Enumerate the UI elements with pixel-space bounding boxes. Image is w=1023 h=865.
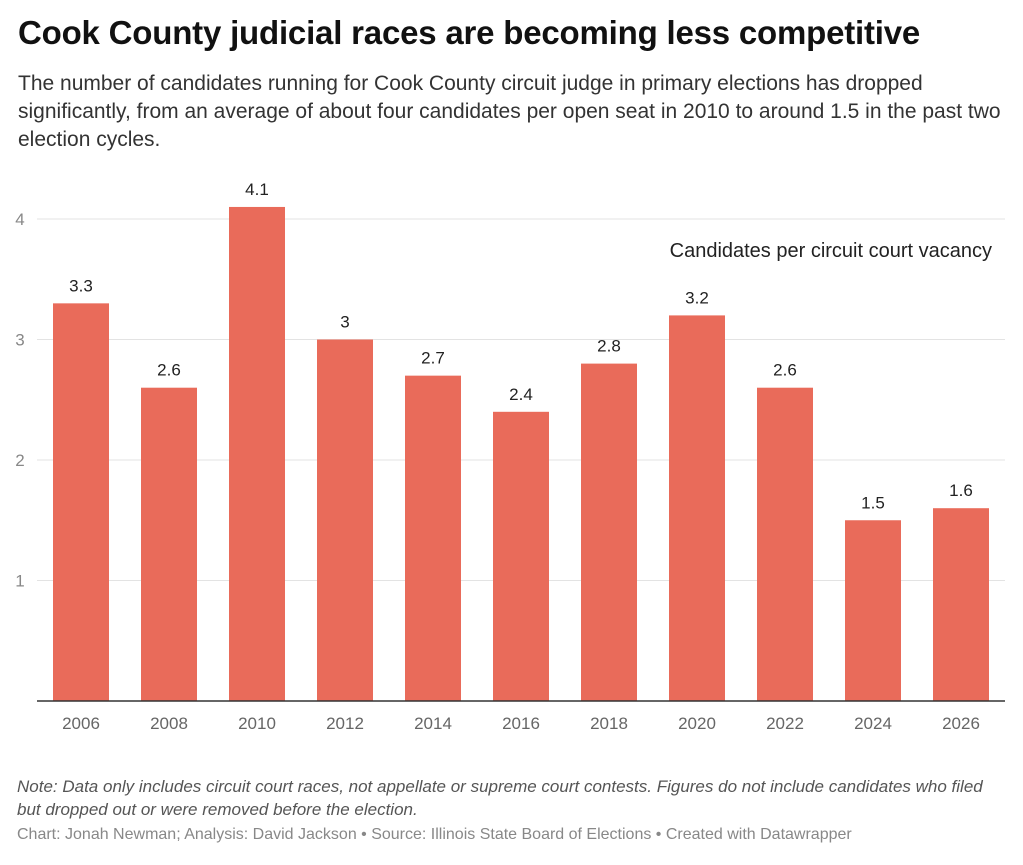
x-tick-label: 2006	[62, 714, 100, 733]
y-tick-label: 4	[15, 210, 24, 229]
chart-annotation: Candidates per circuit court vacancy	[670, 240, 992, 262]
chart-subtitle: The number of candidates running for Coo…	[18, 72, 1001, 151]
chart-note: Note: Data only includes circuit court r…	[17, 777, 983, 819]
data-label: 1.6	[949, 481, 973, 500]
x-tick-label: 2012	[326, 714, 364, 733]
y-tick-label: 3	[15, 331, 24, 350]
data-label: 3.3	[69, 276, 93, 295]
bar	[933, 508, 989, 701]
x-tick-label: 2018	[590, 714, 628, 733]
x-tick-label: 2020	[678, 714, 716, 733]
bar	[669, 315, 725, 701]
bar	[845, 520, 901, 701]
data-label: 2.6	[773, 361, 797, 380]
bar	[141, 387, 197, 701]
data-label: 3	[340, 313, 349, 332]
data-label: 2.6	[157, 361, 181, 380]
data-label: 2.4	[509, 385, 533, 404]
bar	[757, 387, 813, 701]
chart-title: Cook County judicial races are becoming …	[18, 14, 921, 51]
data-label: 3.2	[685, 288, 709, 307]
bar	[317, 339, 373, 701]
data-label: 1.5	[861, 493, 885, 512]
x-tick-label: 2008	[150, 714, 188, 733]
y-tick-label: 2	[15, 451, 24, 470]
bar	[229, 206, 285, 701]
bar	[493, 411, 549, 701]
y-tick-label: 1	[15, 572, 24, 591]
data-label: 4.1	[245, 180, 269, 199]
bar	[405, 375, 461, 701]
bar	[581, 363, 637, 701]
x-tick-label: 2024	[854, 714, 892, 733]
data-label: 2.8	[597, 337, 621, 356]
x-tick-label: 2016	[502, 714, 540, 733]
chart-credit: Chart: Jonah Newman; Analysis: David Jac…	[17, 826, 852, 843]
x-tick-label: 2022	[766, 714, 804, 733]
x-tick-label: 2026	[942, 714, 980, 733]
bar	[53, 303, 109, 701]
x-tick-label: 2014	[414, 714, 452, 733]
data-label: 2.7	[421, 349, 445, 368]
x-tick-label: 2010	[238, 714, 276, 733]
